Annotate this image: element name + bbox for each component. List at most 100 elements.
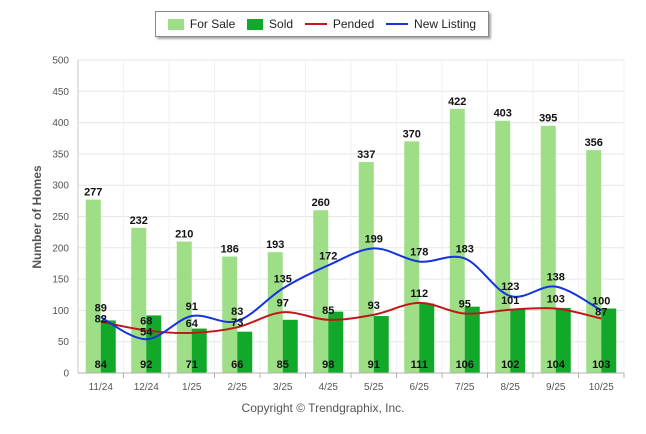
legend-label-for-sale: For Sale [189,17,236,31]
label-new-listing: 138 [547,272,565,284]
label-for-sale: 395 [539,113,557,125]
label-new-listing: 83 [231,306,243,318]
label-new-listing: 183 [456,243,474,255]
x-tick-label: 6/25 [410,382,430,393]
legend-item-new-listing[interactable]: New Listing [386,17,476,31]
legend-item-pended[interactable]: Pended [304,17,375,31]
x-tick-label: 5/25 [364,382,384,393]
x-tick-label: 9/25 [546,382,566,393]
y-axis-title: Number of Homes [30,165,44,269]
label-new-listing: 89 [95,302,107,314]
y-tick-label: 350 [52,149,69,160]
legend-label-pended: Pended [332,17,375,31]
y-tick-label: 150 [52,275,69,286]
legend-item-sold[interactable]: Sold [247,17,293,31]
label-pended: 112 [410,288,428,300]
bar-sold [146,315,162,373]
x-tick-label: 3/25 [273,382,293,393]
label-pended: 68 [140,315,152,327]
bar-for-sale [358,162,374,373]
label-for-sale: 403 [494,108,512,120]
bar-sold [100,320,116,373]
label-sold: 66 [231,359,243,371]
line-pended [100,301,602,335]
label-sold: 102 [501,359,519,371]
bar-sold [237,331,253,373]
label-for-sale: 422 [448,96,466,108]
legend-swatch-new-listing [386,23,409,25]
legend-swatch-pended [304,23,327,25]
label-for-sale: 277 [84,187,102,199]
bar-sold [555,307,571,373]
y-tick-label: 100 [52,306,69,317]
bar-sold [464,306,480,373]
bar-for-sale [540,125,556,373]
legend-swatch-for-sale [167,18,184,30]
line-layer [100,247,602,341]
label-sold: 111 [411,359,428,371]
legend-label-sold: Sold [269,17,294,31]
x-tick-label: 11/24 [89,382,114,393]
label-pended: 87 [595,306,607,318]
label-sold: 71 [186,359,198,371]
label-for-sale: 337 [357,149,375,161]
bar-for-sale [222,256,238,373]
x-tick-label: 8/25 [501,382,521,393]
legend: For Sale Sold Pended New Listing [155,11,489,37]
legend-label-new-listing: New Listing [414,17,477,31]
line-new-listing [100,247,602,341]
bar-for-sale [404,141,420,373]
label-for-sale: 186 [221,244,239,256]
label-for-sale: 370 [403,128,421,140]
legend-item-for-sale[interactable]: For Sale [167,17,236,31]
label-sold: 91 [368,359,380,371]
label-pended: 93 [368,300,380,312]
y-tick-label: 450 [52,87,69,98]
bar-sold [373,316,389,373]
x-tick-label: 4/25 [319,382,339,393]
label-for-sale: 232 [130,215,148,227]
label-pended: 82 [95,313,107,325]
legend-swatch-sold [247,18,264,30]
bar-sold [191,328,207,373]
bar-for-sale [176,241,192,373]
axis-layer: 0 50 100 150 200 250 300 350 400 450 500 11/24 12/24… [52,56,625,393]
y-tick-label: 250 [52,212,69,223]
label-new-listing: 172 [319,250,337,262]
x-tick-label: 12/24 [134,382,159,393]
bar-sold [419,303,435,373]
bar-for-sale [586,150,602,373]
bar-for-sale [85,199,101,373]
bar-layer [85,108,617,373]
label-pended: 95 [459,299,471,311]
label-pended: 64 [186,318,199,330]
label-pended: 101 [501,295,519,307]
label-new-listing: 178 [410,247,428,259]
y-tick-label: 500 [52,56,69,67]
bar-for-sale [313,210,329,373]
x-tick-label: 2/25 [228,382,248,393]
bar-sold [510,309,526,373]
y-tick-label: 300 [52,181,69,192]
label-pended: 85 [322,305,334,317]
label-sold: 92 [140,359,152,371]
label-sold: 85 [277,359,289,371]
label-for-sale: 210 [175,229,193,241]
label-pended: 103 [547,294,565,306]
label-sold: 98 [322,359,334,371]
y-tick-label: 200 [52,243,69,254]
y-tick-label: 400 [52,118,69,129]
bar-for-sale [267,252,283,373]
label-new-listing: 54 [140,326,153,338]
x-tick-label: 7/25 [455,382,475,393]
label-sold: 84 [95,359,108,371]
label-new-listing: 199 [365,233,383,245]
label-new-listing: 123 [501,281,519,293]
bar-for-sale [131,227,147,373]
label-sold: 104 [547,359,566,371]
label-sold: 106 [456,359,474,371]
label-new-listing: 100 [592,295,610,307]
bar-for-sale [495,120,511,373]
